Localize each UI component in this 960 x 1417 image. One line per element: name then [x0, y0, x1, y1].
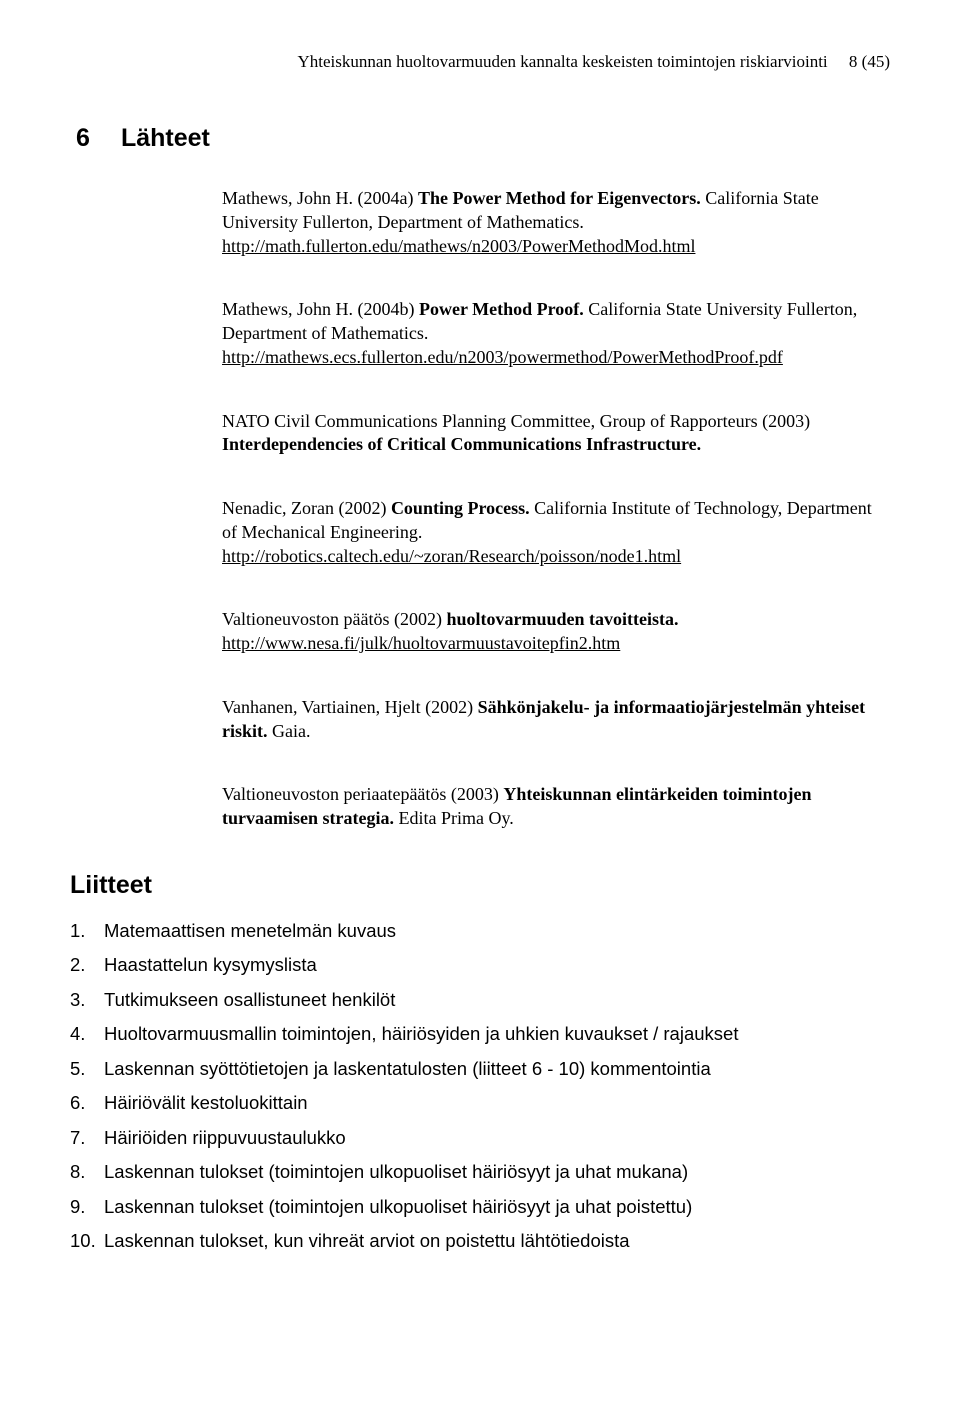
- item-text: Laskennan tulokset (toimintojen ulkopuol…: [104, 1198, 692, 1217]
- page-header: Yhteiskunnan huoltovarmuuden kannalta ke…: [70, 52, 890, 72]
- ref-title: Power Method Proof.: [419, 299, 584, 319]
- ref-link[interactable]: http://mathews.ecs.fullerton.edu/n2003/p…: [222, 347, 783, 367]
- item-text: Laskennan syöttötietojen ja laskentatulo…: [104, 1060, 711, 1079]
- list-item: 2.Haastattelun kysymyslista: [70, 956, 890, 975]
- item-text: Haastattelun kysymyslista: [104, 956, 317, 975]
- ref-pre: Valtioneuvoston päätös (2002): [222, 609, 446, 629]
- reference-item: Valtioneuvoston periaatepäätös (2003) Yh…: [222, 783, 890, 831]
- ref-post: Edita Prima Oy.: [394, 808, 514, 828]
- ref-pre: Mathews, John H. (2004b): [222, 299, 419, 319]
- item-text: Laskennan tulokset (toimintojen ulkopuol…: [104, 1163, 688, 1182]
- item-number: 4.: [70, 1025, 104, 1044]
- ref-title: The Power Method for Eigenvectors.: [418, 188, 701, 208]
- reference-item: NATO Civil Communications Planning Commi…: [222, 410, 890, 458]
- list-item: 1.Matemaattisen menetelmän kuvaus: [70, 922, 890, 941]
- ref-link[interactable]: http://robotics.caltech.edu/~zoran/Resea…: [222, 546, 681, 566]
- list-item: 3.Tutkimukseen osallistuneet henkilöt: [70, 991, 890, 1010]
- ref-pre: Vanhanen, Vartiainen, Hjelt (2002): [222, 697, 478, 717]
- list-item: 7.Häiriöiden riippuvuustaulukko: [70, 1129, 890, 1148]
- ref-pre: Mathews, John H. (2004a): [222, 188, 418, 208]
- section-number: 6: [76, 124, 114, 153]
- item-text: Matemaattisen menetelmän kuvaus: [104, 922, 396, 941]
- section-heading: 6 Lähteet: [70, 124, 890, 153]
- item-number: 7.: [70, 1129, 104, 1148]
- item-number: 6.: [70, 1094, 104, 1113]
- item-text: Tutkimukseen osallistuneet henkilöt: [104, 991, 395, 1010]
- reference-item: Vanhanen, Vartiainen, Hjelt (2002) Sähkö…: [222, 696, 890, 744]
- list-item: 4.Huoltovarmuusmallin toimintojen, häiri…: [70, 1025, 890, 1044]
- liitteet-list: 1.Matemaattisen menetelmän kuvaus 2.Haas…: [70, 922, 890, 1251]
- item-number: 2.: [70, 956, 104, 975]
- item-number: 10.: [70, 1232, 104, 1251]
- ref-title: huoltovarmuuden tavoitteista.: [446, 609, 678, 629]
- ref-pre: NATO Civil Communications Planning Commi…: [222, 411, 810, 431]
- item-text: Häiriövälit kestoluokittain: [104, 1094, 308, 1113]
- item-text: Laskennan tulokset, kun vihreät arviot o…: [104, 1232, 630, 1251]
- list-item: 10.Laskennan tulokset, kun vihreät arvio…: [70, 1232, 890, 1251]
- item-number: 9.: [70, 1198, 104, 1217]
- ref-link[interactable]: http://www.nesa.fi/julk/huoltovarmuustav…: [222, 633, 620, 653]
- header-page-label: 8 (45): [849, 52, 890, 71]
- ref-title: Counting Process.: [391, 498, 530, 518]
- list-item: 5.Laskennan syöttötietojen ja laskentatu…: [70, 1060, 890, 1079]
- references-container: Mathews, John H. (2004a) The Power Metho…: [222, 187, 890, 831]
- ref-link[interactable]: http://math.fullerton.edu/mathews/n2003/…: [222, 236, 695, 256]
- item-text: Huoltovarmuusmallin toimintojen, häiriös…: [104, 1025, 738, 1044]
- item-number: 5.: [70, 1060, 104, 1079]
- item-number: 3.: [70, 991, 104, 1010]
- ref-pre: Valtioneuvoston periaatepäätös (2003): [222, 784, 503, 804]
- list-item: 8.Laskennan tulokset (toimintojen ulkopu…: [70, 1163, 890, 1182]
- header-title: Yhteiskunnan huoltovarmuuden kannalta ke…: [297, 52, 827, 71]
- reference-item: Valtioneuvoston päätös (2002) huoltovarm…: [222, 608, 890, 656]
- reference-item: Mathews, John H. (2004a) The Power Metho…: [222, 187, 890, 258]
- list-item: 6.Häiriövälit kestoluokittain: [70, 1094, 890, 1113]
- ref-title: Interdependencies of Critical Communicat…: [222, 434, 701, 454]
- item-number: 1.: [70, 922, 104, 941]
- ref-post: Gaia.: [268, 721, 311, 741]
- liitteet-heading: Liitteet: [70, 871, 890, 900]
- section-title: Lähteet: [121, 124, 210, 152]
- reference-item: Mathews, John H. (2004b) Power Method Pr…: [222, 298, 890, 369]
- item-text: Häiriöiden riippuvuustaulukko: [104, 1129, 346, 1148]
- reference-item: Nenadic, Zoran (2002) Counting Process. …: [222, 497, 890, 568]
- item-number: 8.: [70, 1163, 104, 1182]
- list-item: 9.Laskennan tulokset (toimintojen ulkopu…: [70, 1198, 890, 1217]
- ref-pre: Nenadic, Zoran (2002): [222, 498, 391, 518]
